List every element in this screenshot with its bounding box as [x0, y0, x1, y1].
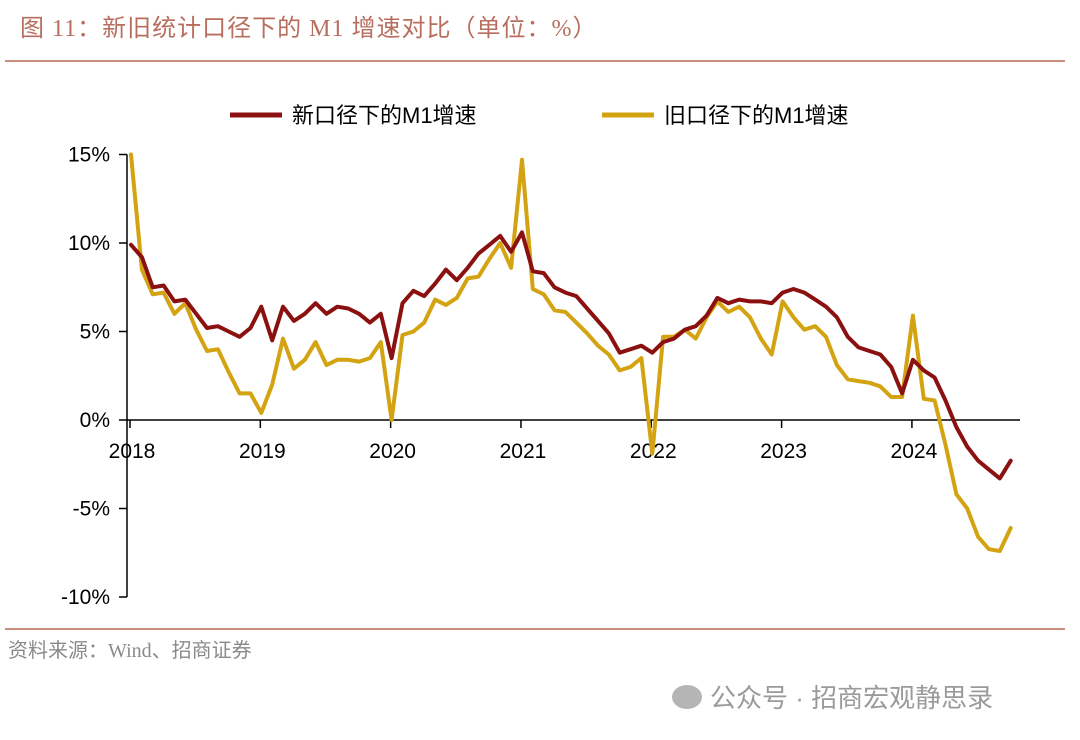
watermark-text: 公众号 · 招商宏观静思录: [710, 683, 994, 713]
x-tick-label: 2024: [891, 440, 938, 463]
y-tick-label: 15%: [68, 144, 110, 167]
legend-label-new: 新口径下的M1增速: [292, 103, 477, 128]
footer-divider: [5, 628, 1065, 630]
wechat-icon: [672, 684, 702, 709]
y-tick-label: 5%: [80, 321, 110, 344]
y-tick-label: 0%: [80, 409, 110, 432]
source-note: 资料来源：Wind、招商证券: [8, 640, 252, 662]
y-tick-label: -5%: [73, 498, 110, 521]
y-tick-label: 10%: [68, 232, 110, 255]
watermark: 公众号 · 招商宏观静思录: [672, 678, 993, 715]
x-tick-label: 2023: [760, 440, 807, 463]
x-tick-label: 2019: [239, 440, 286, 463]
y-tick-label: -10%: [61, 586, 110, 609]
series-line-old: [129, 152, 1013, 553]
figure-title: 图 11：新旧统计口径下的 M1 增速对比（单位：%）: [20, 16, 598, 42]
x-tick-label: 2020: [369, 440, 416, 463]
x-tick-label: 2021: [500, 440, 547, 463]
legend-label-old: 旧口径下的M1增速: [664, 103, 849, 128]
title-divider: [5, 60, 1065, 62]
series-line-new: [129, 230, 1013, 481]
legend: 新口径下的M1增速 旧口径下的M1增速: [230, 103, 849, 128]
x-tick-label: 2018: [109, 440, 156, 463]
